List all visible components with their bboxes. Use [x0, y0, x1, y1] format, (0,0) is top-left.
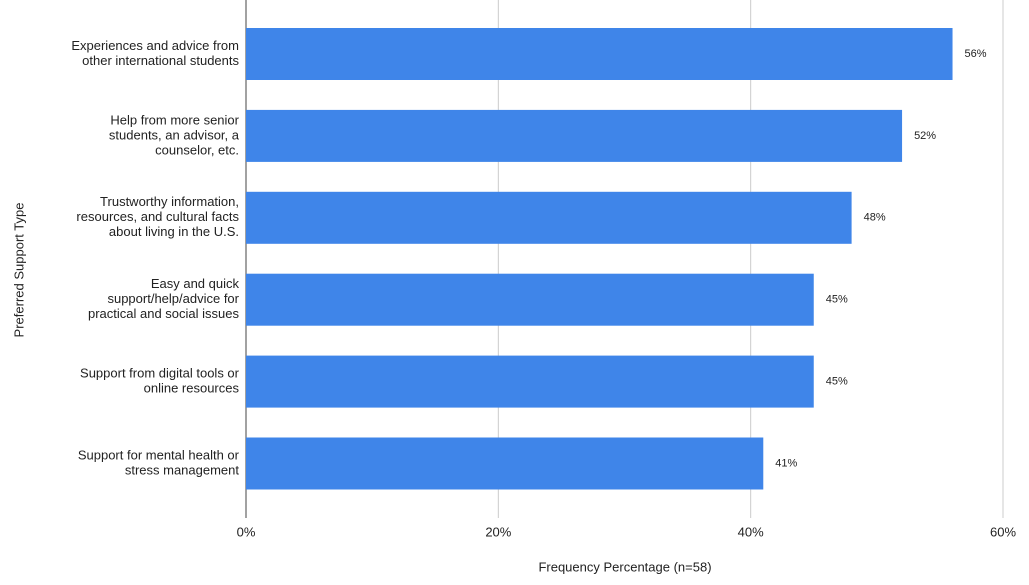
bar [246, 28, 953, 80]
y-tick-label: Experiences and advice from [71, 38, 239, 53]
y-tick-label: counselor, etc. [155, 142, 239, 157]
y-tick-label: support/help/advice for [107, 291, 239, 306]
value-label: 48% [864, 212, 886, 224]
y-tick-label: about living in the U.S. [109, 224, 239, 239]
y-tick-label: online resources [144, 381, 240, 396]
x-axis-title: Frequency Percentage (n=58) [538, 559, 711, 574]
y-tick-label: Support for mental health or [78, 447, 240, 462]
bar [246, 109, 903, 162]
y-tick-label: Trustworthy information, [100, 194, 239, 209]
y-tick-label: Help from more senior [110, 112, 239, 127]
value-label: 45% [826, 376, 848, 388]
y-tick-label: stress management [125, 462, 240, 477]
value-label: 56% [965, 48, 987, 60]
y-tick-label: resources, and cultural facts [76, 209, 239, 224]
value-label: 45% [826, 294, 848, 306]
value-label: 52% [914, 130, 936, 142]
y-tick-label: practical and social issues [88, 306, 240, 321]
bar [246, 355, 814, 408]
bar [246, 191, 852, 244]
y-tick-label: other international students [82, 53, 239, 68]
y-axis-title: Preferred Support Type [11, 203, 26, 338]
x-tick-label: 0% [237, 524, 256, 539]
x-tick-label: 20% [485, 524, 511, 539]
y-tick-label: Support from digital tools or [80, 366, 240, 381]
bar [246, 437, 764, 490]
y-tick-label: Easy and quick [151, 276, 240, 291]
y-tick-label: students, an advisor, a [109, 127, 240, 142]
bar [246, 273, 814, 326]
value-label: 41% [775, 457, 797, 469]
x-tick-label: 60% [990, 524, 1016, 539]
x-tick-label: 40% [738, 524, 764, 539]
